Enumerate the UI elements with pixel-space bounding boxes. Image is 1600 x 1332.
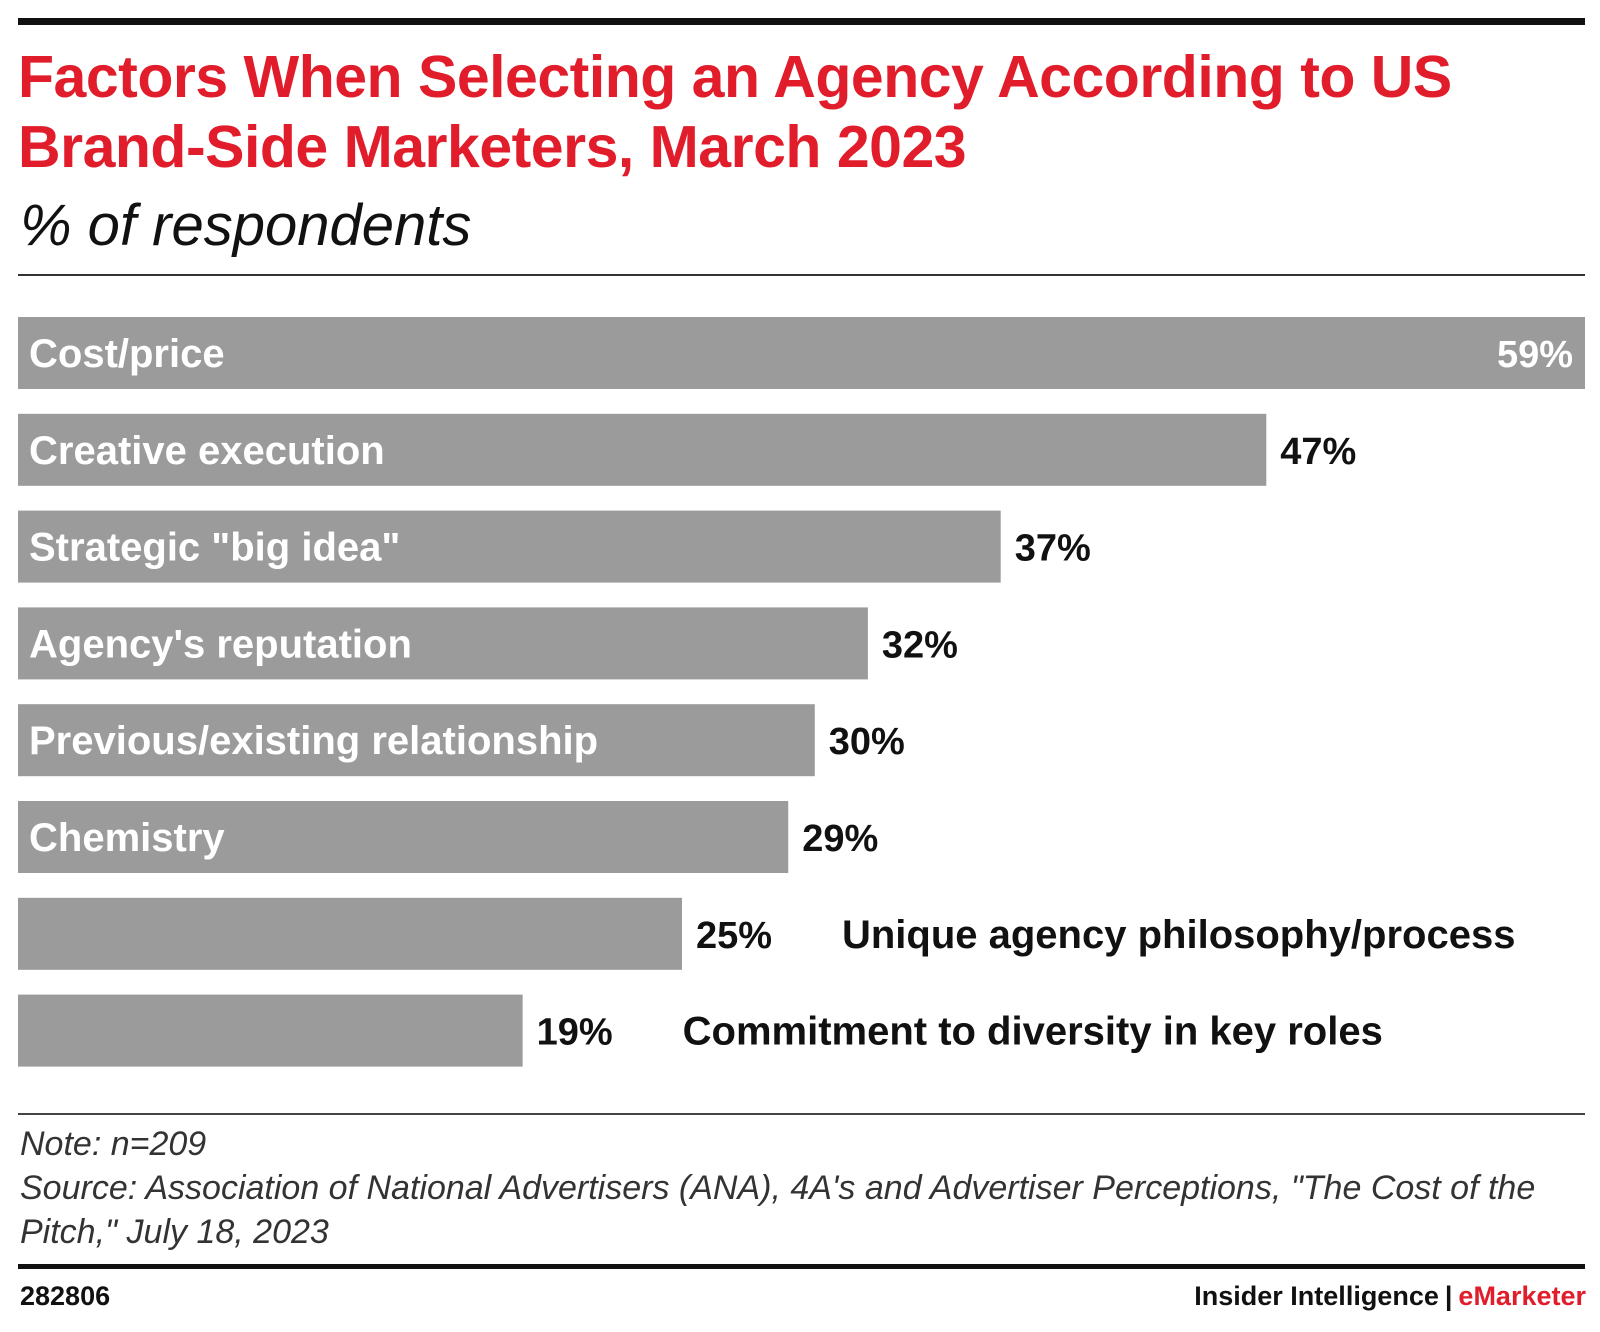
category-label-5: Previous/existing relationship: [29, 719, 598, 763]
bar-7: [18, 897, 682, 970]
brand-separator: |: [1444, 1281, 1453, 1311]
value-label-5: 30%: [829, 721, 905, 763]
brand-emarketer: eMarketer: [1458, 1281, 1586, 1311]
top-rule: [18, 18, 1585, 25]
brand-logo: Insider Intelligence | eMarketer: [1194, 1281, 1586, 1312]
bar-4: [18, 607, 868, 680]
value-label-2: 47%: [1280, 431, 1356, 473]
chart-title: Factors When Selecting an Agency Accordi…: [18, 44, 1452, 180]
note-text: Note: n=209: [20, 1125, 207, 1163]
category-label-7: Unique agency philosophy/process: [842, 913, 1515, 957]
value-label-7: 25%: [696, 915, 772, 957]
category-label-2: Creative execution: [29, 429, 385, 473]
category-label-6: Chemistry: [29, 816, 225, 860]
brand-insider-intelligence: Insider Intelligence: [1194, 1281, 1439, 1311]
category-label-8: Commitment to diversity in key roles: [683, 1010, 1383, 1054]
bar-8: [18, 994, 523, 1067]
bar-chart: 59% Cost/price 47% Creative execution 37% Str…: [18, 317, 1585, 1067]
chart-id: 282806: [20, 1281, 111, 1311]
bar-6: [18, 801, 789, 873]
value-label-3: 37%: [1015, 528, 1091, 570]
bottom-rule: [18, 1264, 1585, 1269]
title-divider: [18, 274, 1585, 276]
notes-block: Note: n=209 Source: Association of Natio…: [20, 1122, 1580, 1254]
value-label-6: 29%: [802, 818, 878, 860]
bar-1: [18, 317, 1585, 389]
value-label-4: 32%: [882, 624, 958, 666]
bar-2: [18, 413, 1267, 486]
value-label-1: 59%: [1497, 334, 1573, 376]
category-label-3: Strategic "big idea": [29, 526, 400, 570]
category-label-4: Agency's reputation: [29, 622, 412, 666]
value-label-8: 19%: [537, 1012, 613, 1054]
category-label-1: Cost/price: [29, 332, 225, 376]
note-divider: [18, 1113, 1585, 1115]
bar-3: [18, 510, 1001, 583]
bar-5: [18, 704, 815, 777]
chart-subtitle: % of respondents: [20, 193, 472, 258]
source-text: Source: Association of National Advertis…: [20, 1169, 1536, 1251]
